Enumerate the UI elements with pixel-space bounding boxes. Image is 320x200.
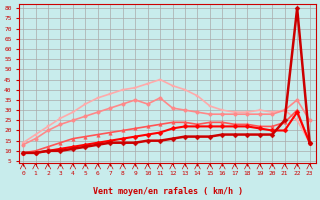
- X-axis label: Vent moyen/en rafales ( km/h ): Vent moyen/en rafales ( km/h ): [92, 187, 243, 196]
